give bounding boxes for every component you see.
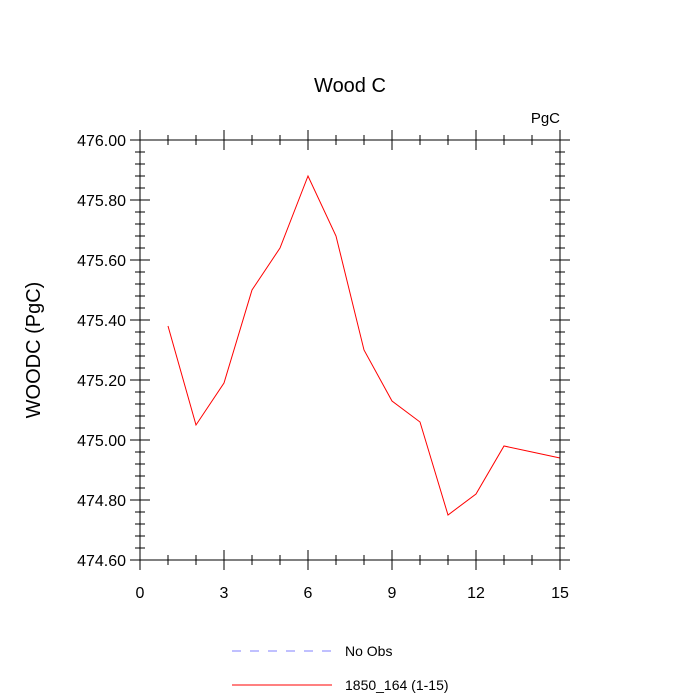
y-tick-label: 474.60 (77, 553, 126, 570)
x-tick-label: 0 (136, 585, 145, 602)
x-tick-label: 15 (551, 585, 569, 602)
tick-labels: 474.60 474.80 475.00 475.20 475.40 475.60 475.… (77, 133, 569, 602)
chart-title: Wood C (314, 75, 386, 97)
major-ticks (130, 130, 570, 570)
x-tick-label: 9 (388, 585, 397, 602)
x-tick-label: 3 (220, 585, 229, 602)
y-tick-label: 476.00 (77, 133, 126, 150)
y-tick-label: 475.60 (77, 253, 126, 270)
plot-frame (139, 139, 561, 561)
y-tick-label: 475.80 (77, 193, 126, 210)
y-tick-label: 475.20 (77, 373, 126, 390)
y-tick-label: 474.80 (77, 493, 126, 510)
minor-ticks (135, 135, 565, 565)
series-layer (167, 174, 561, 516)
y-axis-label: WOODC (PgC) (23, 282, 45, 419)
legend-label: 1850_164 (1-15) (345, 677, 449, 693)
y-tick-label: 475.00 (77, 433, 126, 450)
series-line (167, 174, 561, 516)
units-label: PgC (531, 110, 560, 127)
x-tick-label: 12 (467, 585, 485, 602)
legend: No Obs 1850_164 (1-15) (232, 643, 449, 693)
x-tick-label: 6 (304, 585, 313, 602)
legend-label: No Obs (345, 643, 392, 659)
y-tick-label: 475.40 (77, 313, 126, 330)
